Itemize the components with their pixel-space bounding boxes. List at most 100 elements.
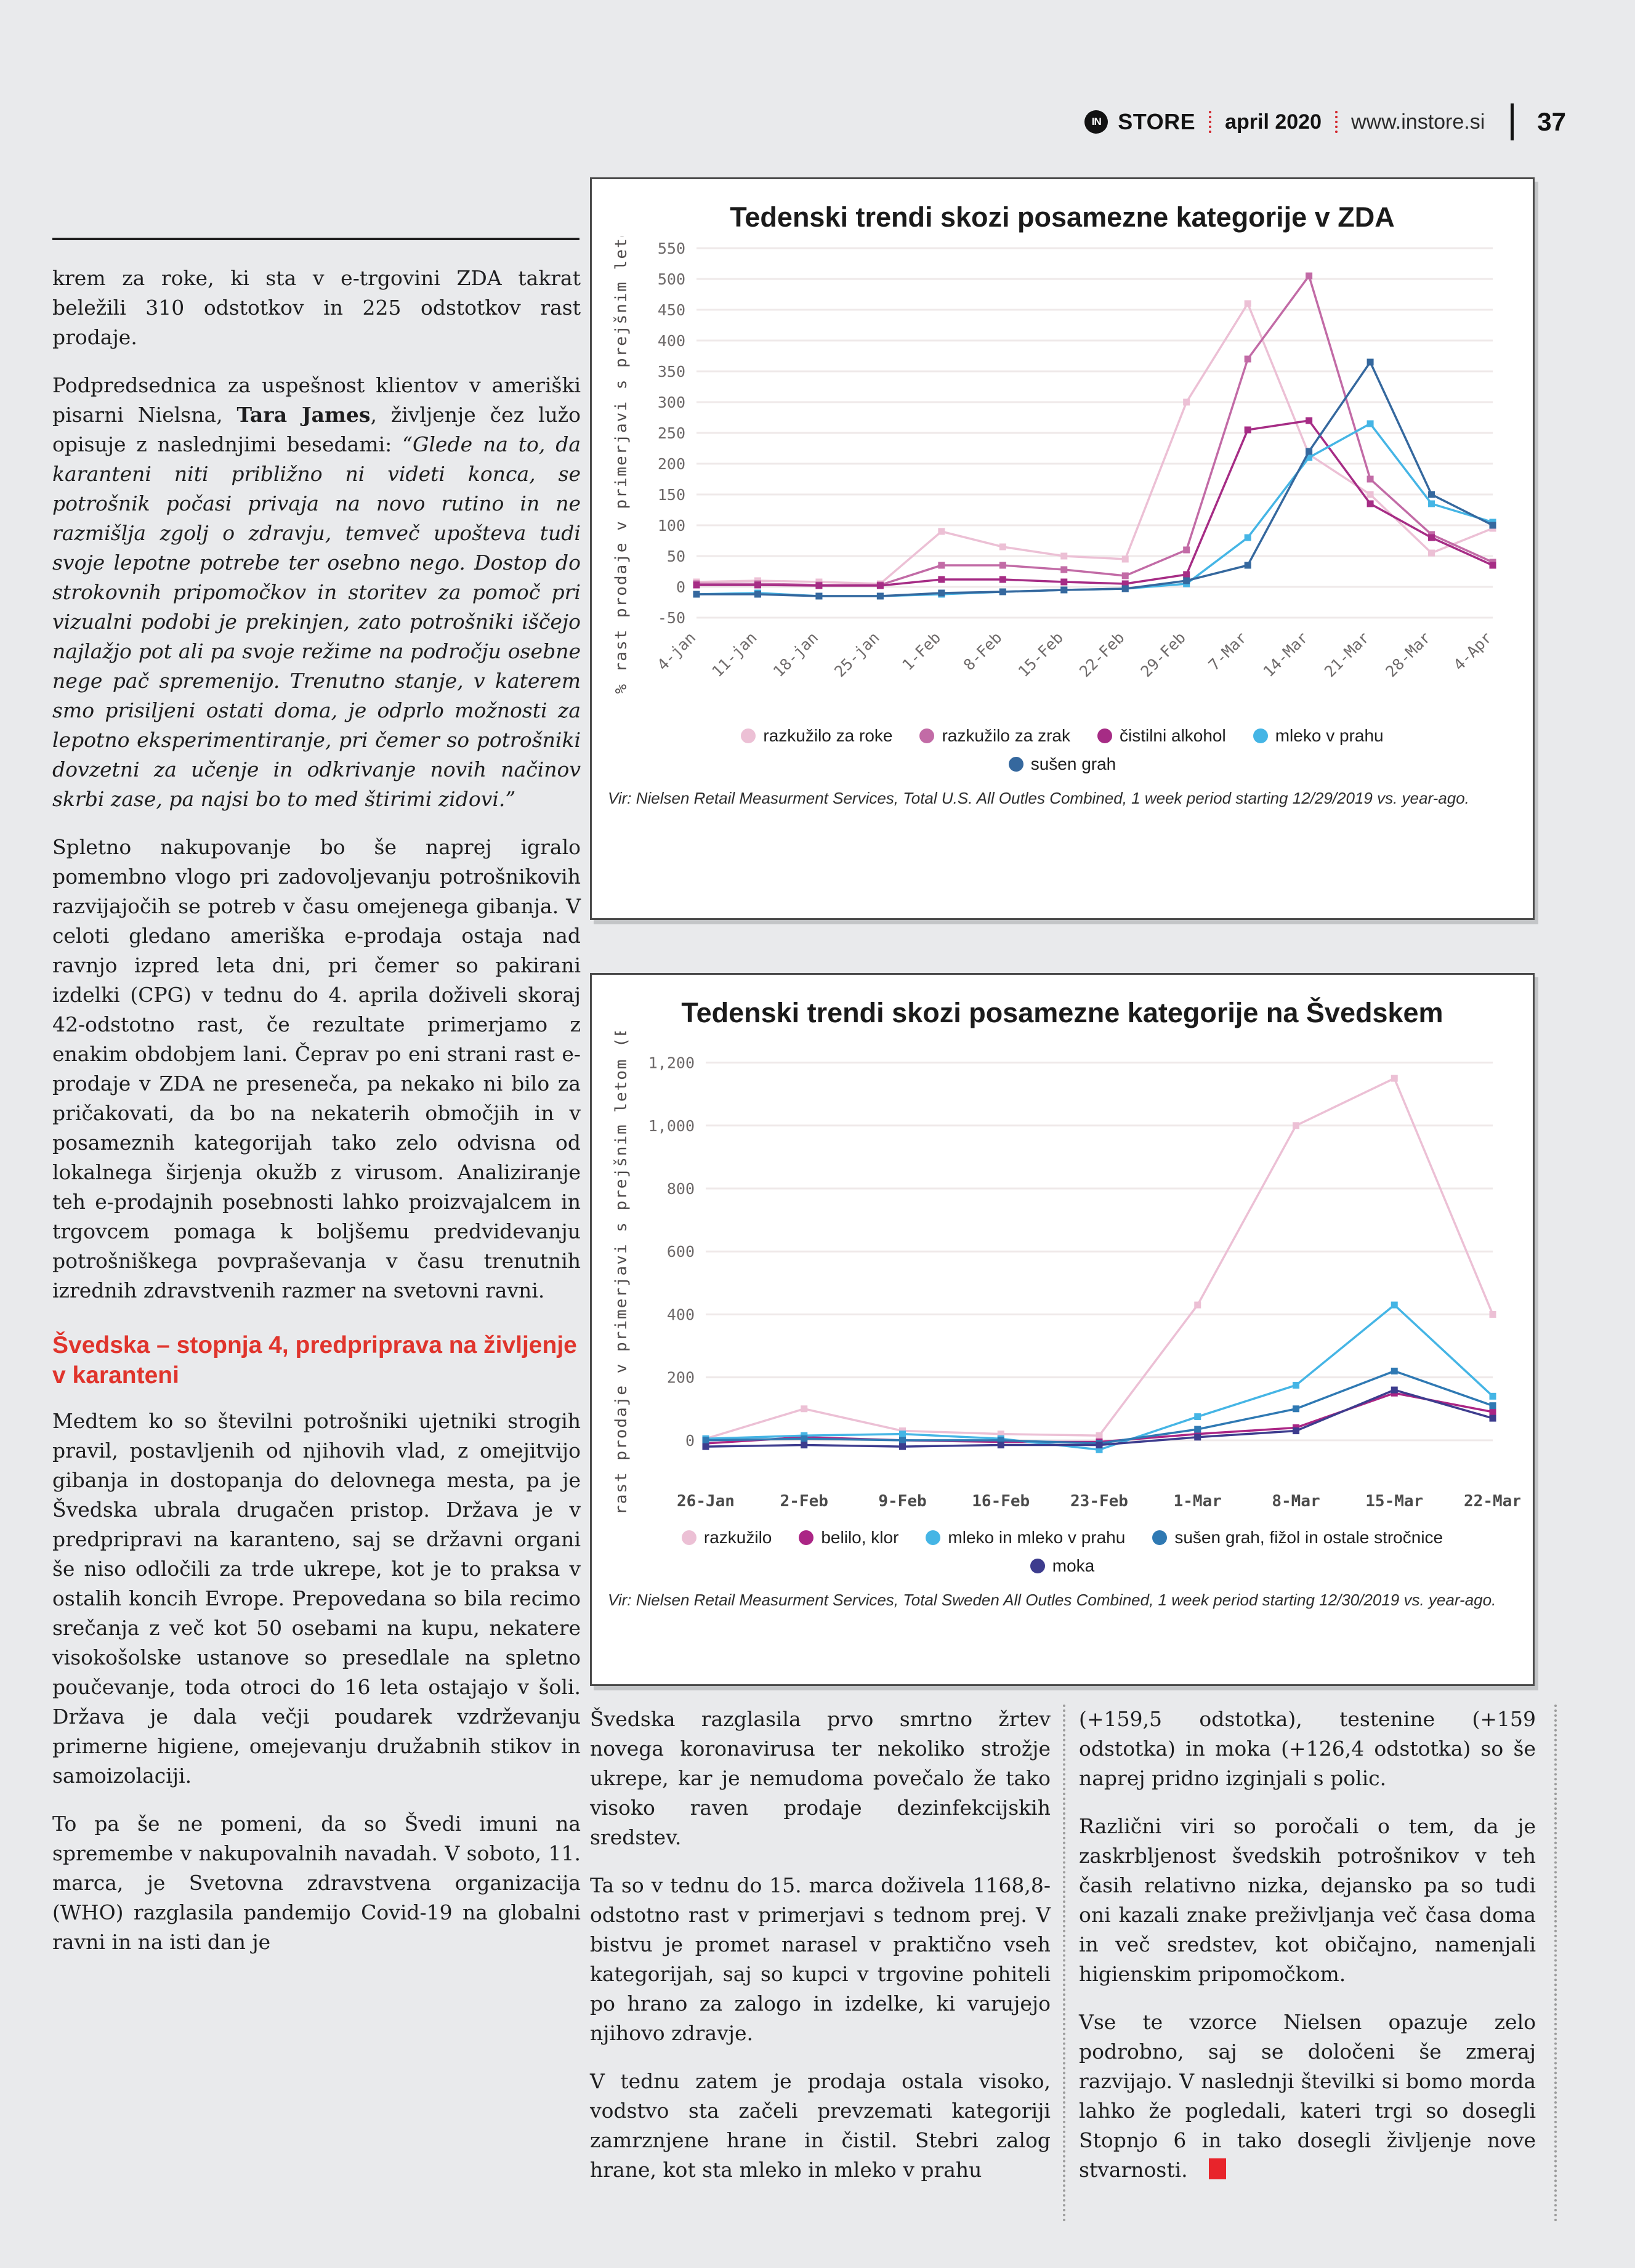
paragraph: krem za roke, ki sta v e-trgovini ZDA ta…	[52, 266, 581, 349]
instore-logo-icon: IN	[1084, 110, 1108, 134]
svg-text:15-Mar: 15-Mar	[1365, 1492, 1423, 1511]
svg-text:600: 600	[667, 1243, 695, 1261]
svg-text:0: 0	[676, 578, 685, 596]
legend-dot-icon	[1008, 757, 1023, 772]
column-divider	[1063, 1705, 1065, 2222]
legend-item: razkužilo za zrak	[919, 726, 1070, 746]
svg-text:14-Mar: 14-Mar	[1259, 629, 1311, 680]
chart-title: Tedenski trendi skozi posamezne kategori…	[681, 997, 1443, 1028]
svg-text:-50: -50	[658, 609, 685, 627]
us-chart-panel: Tedenski trendi skozi posamezne kategori…	[590, 177, 1535, 920]
svg-text:22-Mar: 22-Mar	[1464, 1492, 1520, 1511]
us-line-chart: -50 0 50 100 150 200 250 300 350 400 450 500 550 % ra…	[612, 236, 1496, 694]
paragraph: Vse te vzorce Nielsen opazuje zelo podro…	[1079, 2008, 1536, 2185]
svg-text:500: 500	[658, 270, 685, 288]
legend-label: razkužilo	[703, 1528, 772, 1547]
right-column: (+159,5 odstotka), testenine (+159 odsto…	[1079, 1705, 1536, 2203]
svg-text:29-Feb: 29-Feb	[1137, 629, 1189, 680]
page-header: IN STORE april 2020 www.instore.si 37	[1084, 103, 1566, 140]
svg-text:% rast prodaje v primerjavi s: % rast prodaje v primerjavi s prejšnim l…	[612, 1031, 631, 1524]
dotted-separator-icon	[1335, 111, 1338, 133]
legend-dot-icon	[919, 728, 935, 743]
paragraph: (+159,5 odstotka), testenine (+159 odsto…	[1079, 1707, 1536, 1790]
svg-text:18-jan: 18-jan	[770, 629, 822, 680]
legend-item: razkužilo	[681, 1528, 772, 1548]
paragraph: To pa še ne pomeni, da so Švedi imuni na…	[52, 1812, 581, 1954]
svg-text:0: 0	[685, 1432, 695, 1450]
issue-date: april 2020	[1225, 110, 1322, 134]
legend-dot-icon	[799, 1530, 814, 1545]
legend-row: razkužilo belilo, klor mleko in mleko v pr…	[681, 1528, 1443, 1548]
svg-text:26-Jan: 26-Jan	[677, 1492, 735, 1511]
svg-text:250: 250	[658, 424, 685, 442]
legend-item: sušen grah, fižol in ostale stročnice	[1152, 1528, 1443, 1548]
svg-text:400: 400	[667, 1306, 695, 1323]
legend-dot-icon	[926, 1530, 941, 1545]
paragraph: Ta so v tednu do 15. marca doživela 1168…	[590, 1873, 1051, 2045]
legend-item: mleko in mleko v prahu	[926, 1528, 1125, 1548]
us-chart-legend: razkužilo za roke razkužilo za zrak čistil…	[604, 726, 1520, 774]
page-number: 37	[1537, 107, 1566, 136]
legend-label: razkužilo za roke	[763, 726, 893, 745]
svg-text:15-Feb: 15-Feb	[1015, 629, 1067, 680]
svg-text:22-Feb: 22-Feb	[1076, 629, 1128, 680]
svg-text:9-Feb: 9-Feb	[878, 1492, 926, 1511]
legend-label: čistilni alkohol	[1119, 726, 1226, 745]
paragraph-text: , življenje čez lužo opisuje z naslednji…	[52, 403, 581, 456]
svg-text:1-Mar: 1-Mar	[1174, 1492, 1222, 1511]
svg-text:1,200: 1,200	[648, 1054, 695, 1072]
svg-text:21-Mar: 21-Mar	[1321, 629, 1373, 680]
svg-text:400: 400	[658, 332, 685, 350]
person-name: Tara James	[236, 403, 371, 427]
svg-text:8-Feb: 8-Feb	[960, 629, 1006, 674]
paragraph: V tednu zatem je prodaja ostala visoko, …	[590, 2069, 1051, 2182]
sweden-line-chart: 0 200 400 600 800 1,000 1,200 % rast prodaje v …	[612, 1031, 1520, 1524]
chart-source: Vir: Nielsen Retail Measurment Services,…	[608, 789, 1469, 807]
legend-item: sušen grah	[1008, 754, 1116, 774]
legend-item: mleko v prahu	[1253, 726, 1384, 746]
svg-text:200: 200	[658, 455, 685, 473]
svg-text:800: 800	[667, 1180, 695, 1198]
section-heading: Švedska – stopnja 4, predpriprava na živ…	[52, 1332, 577, 1389]
brand-name: STORE	[1118, 109, 1196, 134]
svg-text:16-Feb: 16-Feb	[972, 1492, 1030, 1511]
paragraph-text: Podpredsednica za uspešnost klientov v a…	[52, 373, 581, 427]
svg-text:25-jan: 25-jan	[831, 629, 882, 680]
legend-dot-icon	[1097, 728, 1112, 743]
legend-label: sušen grah, fižol in ostale stročnice	[1174, 1528, 1443, 1547]
legend-row: sušen grah	[1008, 754, 1116, 774]
svg-text:150: 150	[658, 486, 685, 504]
svg-text:11-jan: 11-jan	[708, 629, 760, 680]
paragraph: Različni viri so poročali o tem, da je z…	[1079, 1814, 1536, 1986]
left-column: krem za roke, ki sta v e-trgovini ZDA ta…	[52, 264, 581, 1975]
legend-label: mleko v prahu	[1275, 726, 1384, 745]
svg-text:100: 100	[658, 517, 685, 535]
legend-row: moka	[1030, 1556, 1094, 1576]
legend-dot-icon	[1152, 1530, 1168, 1545]
column-divider	[1554, 1705, 1557, 2222]
website: www.instore.si	[1351, 110, 1485, 134]
svg-text:2-Feb: 2-Feb	[780, 1492, 828, 1511]
svg-text:% rast prodaje v primerjavi s: % rast prodaje v primerjavi s prejšnim l…	[612, 236, 631, 694]
svg-text:550: 550	[658, 240, 685, 257]
svg-text:1-Feb: 1-Feb	[898, 629, 944, 674]
legend-item: moka	[1030, 1556, 1094, 1576]
legend-label: belilo, klor	[821, 1528, 899, 1547]
svg-text:1,000: 1,000	[648, 1117, 695, 1135]
dotted-separator-icon	[1209, 111, 1212, 133]
paragraph: Spletno nakupovanje bo še naprej igralo …	[52, 835, 581, 1302]
legend-label: sušen grah	[1030, 754, 1116, 773]
legend-label: moka	[1052, 1556, 1095, 1575]
paragraph: Podpredsednica za uspešnost klientov v a…	[52, 371, 581, 814]
svg-text:450: 450	[658, 301, 685, 319]
middle-column: Švedska razglasila prvo smrtno žrtev nov…	[590, 1705, 1051, 2203]
svg-text:50: 50	[667, 547, 685, 565]
svg-text:7-Mar: 7-Mar	[1205, 629, 1251, 674]
legend-dot-icon	[1253, 728, 1268, 743]
svg-text:8-Mar: 8-Mar	[1272, 1492, 1320, 1511]
legend-item: belilo, klor	[799, 1528, 898, 1548]
column-top-rule	[52, 238, 579, 240]
paragraph: Švedska razglasila prvo smrtno žrtev nov…	[590, 1707, 1051, 1849]
header-divider	[1511, 103, 1514, 140]
